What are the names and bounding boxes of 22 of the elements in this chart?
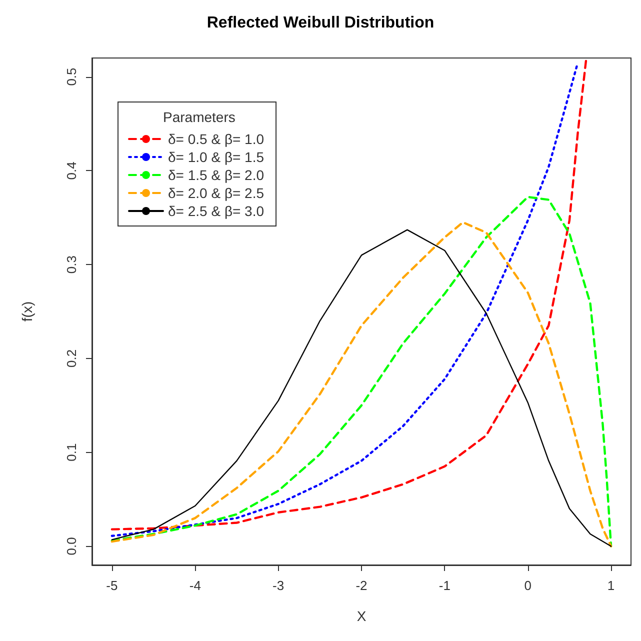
x-tick-label: 1: [607, 578, 615, 593]
x-tick-label: -4: [189, 578, 201, 593]
legend-label: δ= 0.5 & β= 1.0: [168, 131, 264, 147]
legend-label: δ= 1.5 & β= 2.0: [168, 167, 264, 183]
chart-title: Reflected Weibull Distribution: [206, 14, 434, 32]
legend-title: Parameters: [163, 109, 236, 125]
x-tick-label: -3: [272, 578, 284, 593]
x-tick-label: -1: [438, 578, 450, 593]
y-tick-label: 0.0: [64, 537, 79, 556]
legend-label: δ= 2.5 & β= 3.0: [168, 203, 264, 219]
x-tick-label: -5: [106, 578, 118, 593]
y-tick-label: 0.2: [64, 349, 79, 368]
y-tick-label: 0.4: [64, 162, 79, 180]
y-tick-label: 0.1: [64, 443, 79, 462]
y-axis-title: f(x): [19, 301, 35, 322]
y-tick-label: 0.3: [64, 256, 79, 274]
y-tick-label: 0.5: [64, 68, 79, 86]
x-axis-title: X: [356, 608, 367, 624]
legend-label: δ= 2.0 & β= 2.5: [168, 185, 264, 201]
x-tick-label: 0: [524, 578, 532, 593]
legend-label: δ= 1.0 & β= 1.5: [168, 149, 264, 165]
x-tick-label: -2: [356, 578, 368, 593]
